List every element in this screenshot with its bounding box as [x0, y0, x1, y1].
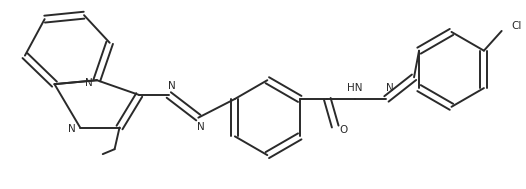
Text: N: N: [386, 83, 393, 93]
Text: Cl: Cl: [511, 21, 522, 31]
Text: N: N: [168, 81, 176, 91]
Text: N: N: [85, 78, 93, 88]
Text: N: N: [68, 125, 76, 135]
Text: N: N: [197, 122, 205, 132]
Text: O: O: [339, 125, 347, 136]
Text: HN: HN: [347, 83, 362, 93]
